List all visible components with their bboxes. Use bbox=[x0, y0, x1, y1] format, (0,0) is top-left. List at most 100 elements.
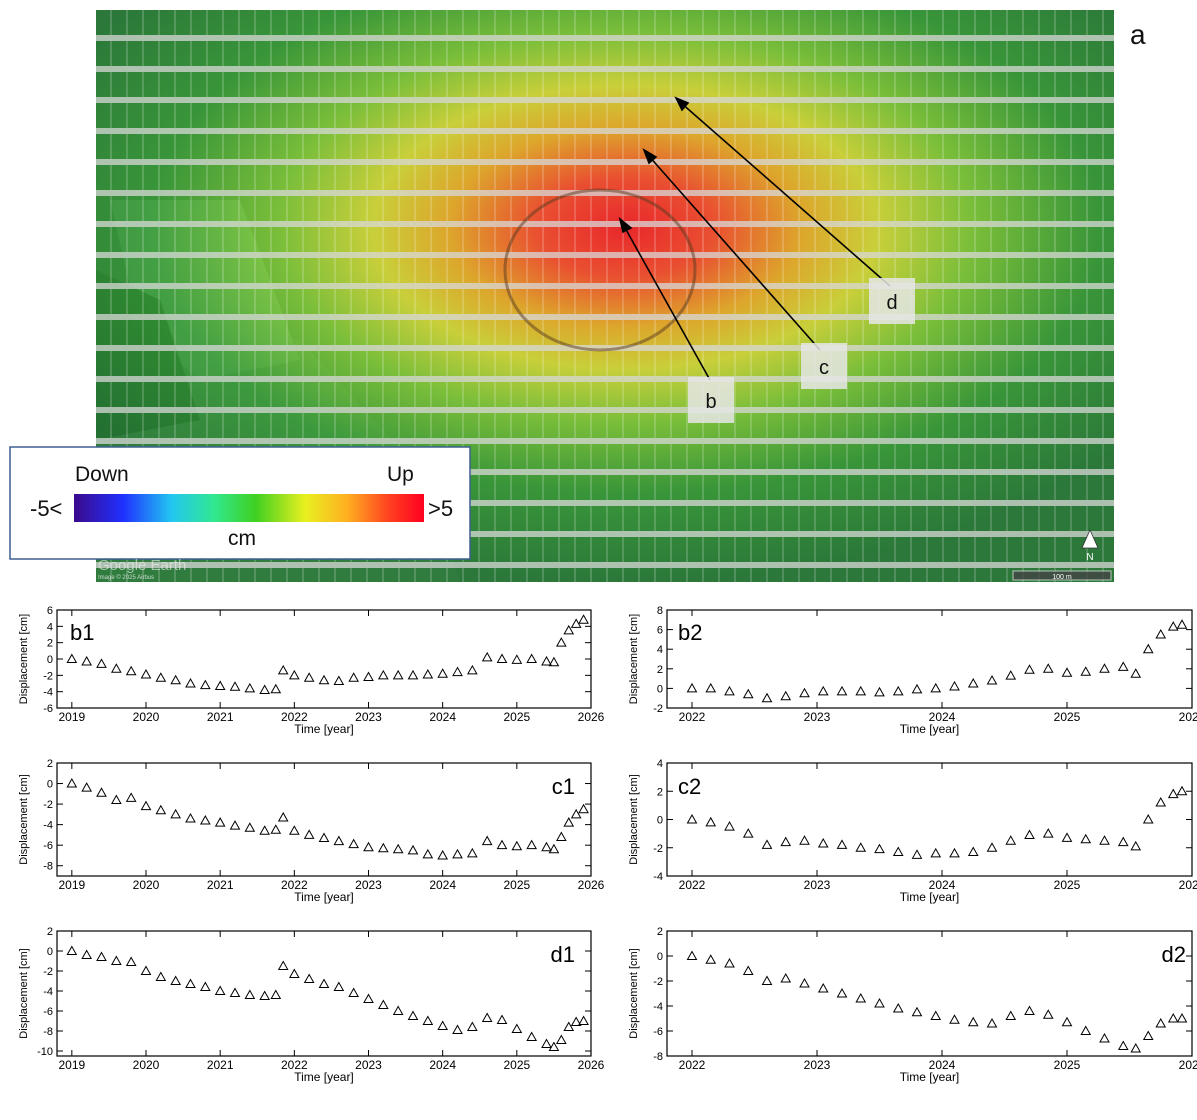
marker-c-box bbox=[801, 343, 847, 389]
data-point bbox=[244, 682, 256, 693]
data-point bbox=[244, 822, 256, 832]
marker-b-box bbox=[688, 377, 734, 423]
x-tick-label: 2025 bbox=[1054, 1058, 1081, 1072]
arrow-b bbox=[623, 225, 711, 381]
y-tick-label: -4 bbox=[653, 871, 663, 883]
chart-c1: 2019 2020 2021 2022 2023 2024 2025 2026 -8 -6 -4 -2… bbox=[18, 758, 605, 904]
data-point bbox=[563, 1021, 575, 1031]
data-point bbox=[761, 692, 773, 703]
x-tick-label: 2020 bbox=[133, 1058, 160, 1072]
data-point bbox=[1117, 836, 1129, 847]
y-tick-label: -6 bbox=[43, 703, 53, 715]
data-point bbox=[1042, 828, 1054, 838]
data-point bbox=[363, 993, 374, 1003]
data-point bbox=[578, 803, 589, 814]
data-point bbox=[333, 981, 345, 991]
data-point bbox=[761, 839, 773, 849]
plot-frame bbox=[56, 762, 592, 877]
data-point bbox=[1061, 667, 1073, 677]
data-point bbox=[967, 1016, 979, 1027]
data-point bbox=[1142, 643, 1154, 654]
data-point bbox=[96, 658, 107, 668]
data-point bbox=[288, 669, 300, 680]
y-tick-label: -2 bbox=[43, 799, 53, 811]
x-tick-label: 2021 bbox=[207, 878, 234, 892]
data-point bbox=[1117, 1040, 1129, 1050]
data-point bbox=[967, 677, 979, 688]
x-tick-label: 2024 bbox=[929, 710, 956, 724]
y-tick-label: 6 bbox=[47, 605, 53, 617]
legend-min-label: -5< bbox=[30, 496, 62, 521]
x-tick-label: 2026 bbox=[1179, 710, 1197, 724]
colorbar-legend: Down Up -5< >5 cm bbox=[9, 446, 471, 560]
arrow-d bbox=[679, 101, 891, 287]
data-point bbox=[1099, 1032, 1110, 1043]
x-tick-label: 2022 bbox=[281, 878, 308, 892]
data-point bbox=[563, 817, 575, 827]
x-tick-label: 2023 bbox=[804, 710, 831, 724]
scale-bar-rect bbox=[1012, 570, 1112, 581]
north-arrow: N bbox=[1081, 529, 1099, 563]
x-tick-label: 2026 bbox=[1179, 1058, 1197, 1072]
data-point bbox=[363, 841, 374, 852]
data-point bbox=[392, 1005, 404, 1015]
y-tick-label: -8 bbox=[43, 861, 53, 873]
y-tick-label: 0 bbox=[47, 779, 53, 791]
x-tick-label: 2023 bbox=[355, 710, 382, 724]
x-tick-label: 2020 bbox=[133, 710, 160, 724]
data-point bbox=[333, 675, 345, 686]
y-tick-label: 4 bbox=[47, 621, 53, 633]
x-tick-label: 2023 bbox=[804, 1058, 831, 1072]
y-tick-label: 4 bbox=[657, 644, 663, 656]
y-axis-label: Displacement [cm] bbox=[628, 614, 640, 704]
arrow-c-head bbox=[642, 148, 658, 165]
chart-b2: 2022 2023 2024 2025 2026 -2 0 2 4 6 8 Time [year] Di… bbox=[628, 605, 1197, 736]
data-point bbox=[855, 685, 867, 696]
marker-d: d bbox=[886, 292, 897, 314]
data-point bbox=[422, 848, 434, 859]
data-point bbox=[570, 618, 582, 628]
y-tick-label: 2 bbox=[657, 786, 663, 798]
data-point bbox=[303, 672, 315, 682]
data-point bbox=[333, 835, 345, 846]
data-point bbox=[66, 653, 78, 663]
data-point bbox=[1142, 813, 1154, 824]
data-point bbox=[155, 971, 167, 981]
data-point bbox=[466, 847, 478, 858]
data-point bbox=[81, 949, 93, 959]
y-tick-label: 6 bbox=[657, 625, 663, 637]
data-point bbox=[548, 843, 560, 854]
legend-down-label: Down bbox=[75, 463, 129, 486]
x-tick-label: 2025 bbox=[503, 878, 530, 892]
north-label: N bbox=[1086, 552, 1093, 563]
panel-label: c2 bbox=[678, 774, 701, 799]
data-point bbox=[874, 843, 885, 854]
x-tick-label: 2026 bbox=[578, 1058, 605, 1072]
data-point bbox=[911, 683, 923, 694]
y-tick-label: -10 bbox=[37, 1046, 53, 1058]
data-point bbox=[570, 808, 582, 819]
data-point bbox=[214, 817, 226, 827]
data-point bbox=[318, 832, 330, 842]
data-point bbox=[81, 655, 93, 666]
data-point bbox=[967, 846, 979, 856]
marker-d-box bbox=[869, 278, 915, 324]
x-tick-label: 2022 bbox=[679, 710, 706, 724]
data-point bbox=[686, 813, 698, 824]
x-axis-label: Time [year] bbox=[294, 1070, 354, 1084]
x-tick-label: 2021 bbox=[207, 710, 234, 724]
data-point bbox=[110, 663, 122, 673]
data-point bbox=[817, 837, 829, 848]
y-tick-label: -4 bbox=[43, 820, 53, 832]
north-arrow-icon bbox=[1081, 529, 1099, 549]
data-point bbox=[1176, 785, 1188, 796]
data-point bbox=[1176, 619, 1188, 629]
y-axis-label: Displacement [cm] bbox=[18, 614, 30, 704]
data-point bbox=[81, 782, 93, 792]
data-point bbox=[1005, 835, 1017, 845]
data-point bbox=[555, 637, 567, 647]
data-point bbox=[1080, 666, 1092, 676]
data-point bbox=[686, 950, 698, 960]
data-point bbox=[407, 844, 419, 855]
plot-frame bbox=[666, 762, 1193, 877]
